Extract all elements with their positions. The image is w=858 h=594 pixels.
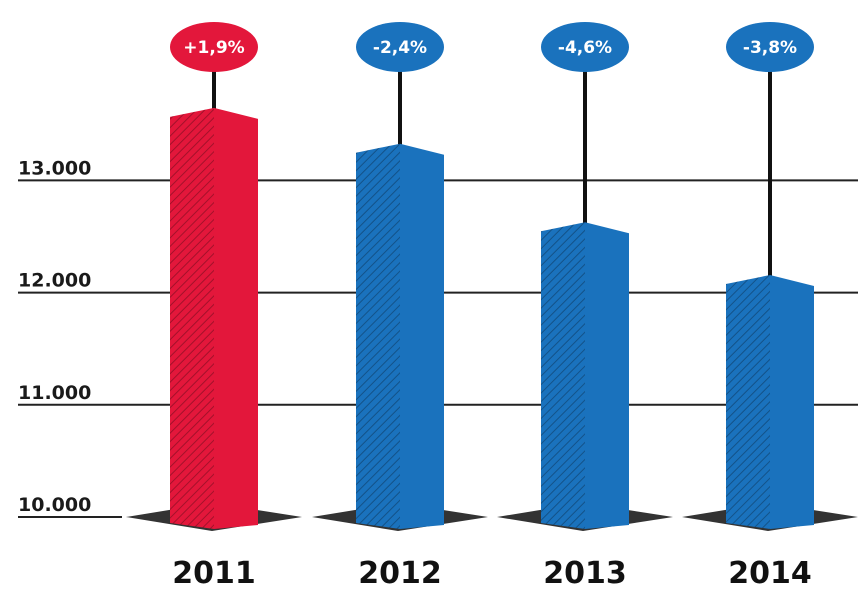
bar-hatch [170,107,214,529]
y-tick-label: 13.000 [18,157,91,179]
change-badge: +1,9% [170,22,258,72]
y-axis-tick-labels: 10.000 11.000 12.000 13.000 [18,157,91,516]
x-tick-label: 2013 [543,556,627,591]
change-stems [212,57,772,283]
x-axis-category-labels: 2011 2012 2013 2014 [172,556,812,591]
y-tick-label: 11.000 [18,382,91,404]
badge-ellipse [356,22,444,72]
bars [170,107,814,530]
x-tick-label: 2012 [358,556,442,591]
bar [726,275,814,529]
bar [541,222,629,529]
bar [170,107,258,529]
bar-hatch [356,143,400,530]
bar [356,143,444,530]
y-tick-label: 10.000 [18,494,91,516]
bar-hatch [726,275,770,529]
change-badge: -2,4% [356,22,444,72]
data-label: +1,9% [183,38,244,58]
badge-ellipse [726,22,814,72]
change-badge: -4,6% [541,22,629,72]
x-tick-label: 2011 [172,556,256,591]
data-label: -2,4% [373,38,427,58]
badge-ellipse [541,22,629,72]
data-label: -3,8% [743,38,797,58]
x-tick-label: 2014 [728,556,812,591]
data-label: -4,6% [558,38,612,58]
change-badge: -3,8% [726,22,814,72]
y-tick-label: 12.000 [18,270,91,292]
change-badges: +1,9% -2,4% -4,6% -3,8% [170,22,814,72]
bar-hatch [541,222,585,529]
badge-ellipse [170,22,258,72]
